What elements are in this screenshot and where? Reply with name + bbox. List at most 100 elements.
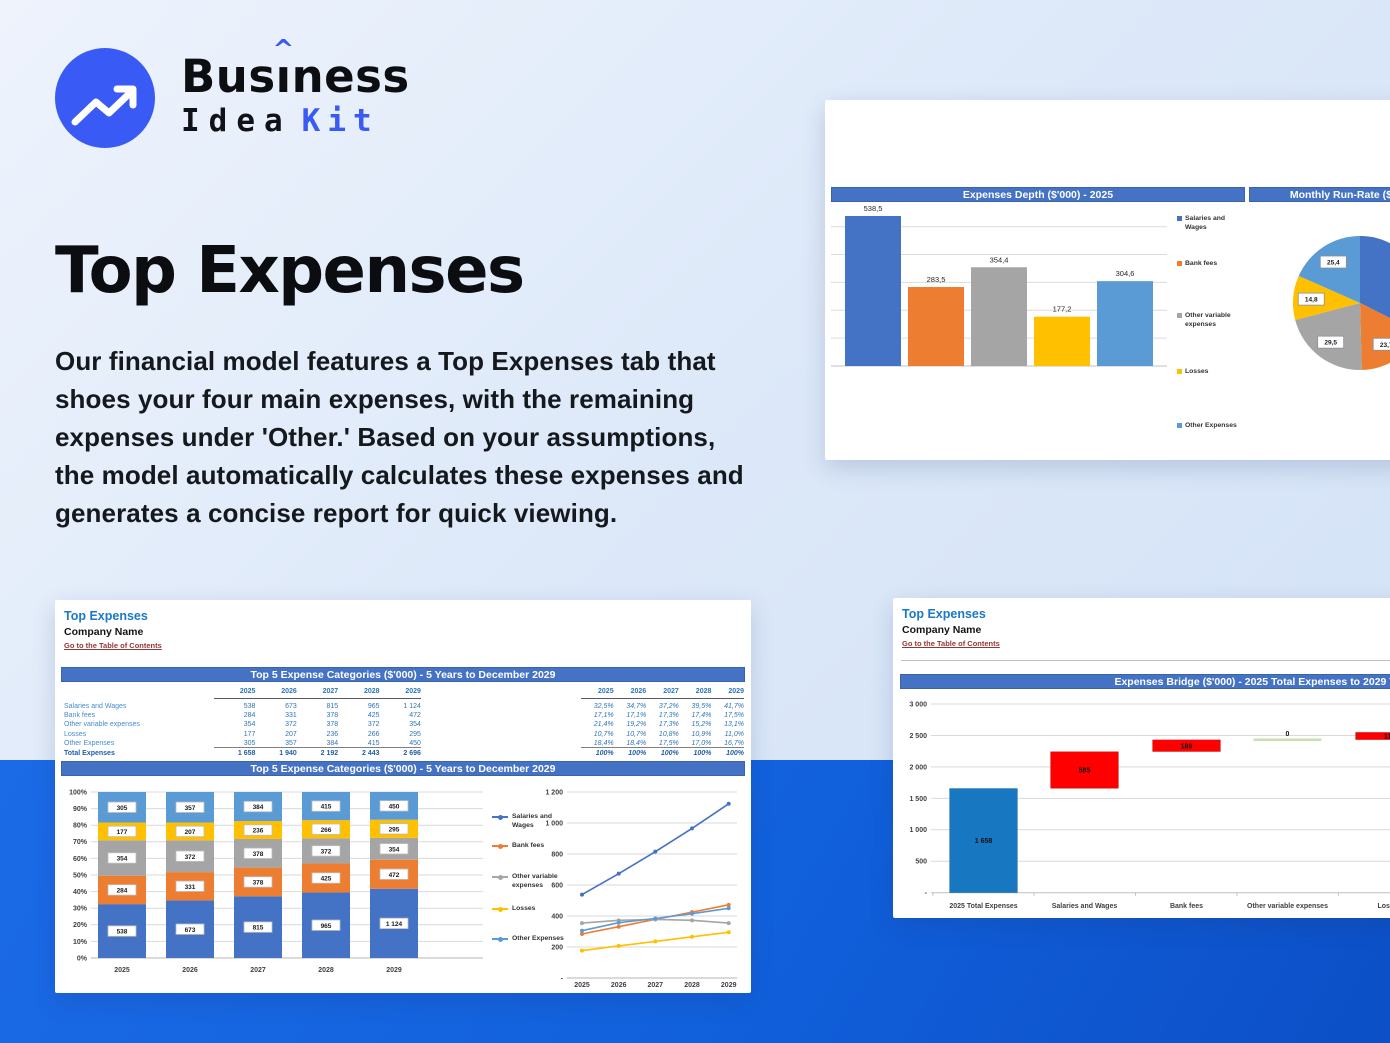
value-cell: 354 bbox=[243, 721, 256, 729]
expenses-bridge-sheet-card: Top Expenses Company Name Go to the Tabl… bbox=[893, 598, 1390, 918]
value-cell: 1 940 bbox=[279, 749, 297, 757]
legend-item: Other Expenses bbox=[1177, 422, 1237, 431]
svg-text:0: 0 bbox=[1286, 731, 1290, 738]
monthly-runrate-pie-chart: 23,7 29,5 14,8 25,4 bbox=[1293, 236, 1390, 370]
top5-categories-sheet-card: Top Expenses Company Name Go to the Tabl… bbox=[55, 600, 751, 993]
legend-label: Other Expenses bbox=[512, 935, 564, 942]
row-label: Other Expenses bbox=[64, 739, 115, 747]
legend-label: Salaries and Wages bbox=[512, 813, 553, 829]
svg-text:2025 Total Expenses: 2025 Total Expenses bbox=[949, 903, 1017, 910]
percent-cell: 16,7% bbox=[724, 739, 744, 747]
percent-cell: 17,5% bbox=[658, 739, 679, 747]
legend-item: Losses bbox=[492, 905, 535, 914]
company-name: Company Name bbox=[902, 624, 982, 636]
svg-text:40%: 40% bbox=[73, 889, 88, 896]
percent-cell: 18,4% bbox=[593, 739, 614, 747]
legend-line-marker-icon bbox=[492, 843, 508, 849]
percent-cell: 17,1% bbox=[626, 712, 647, 720]
value-cell: 295 bbox=[409, 730, 421, 738]
percent-cell: 10,8% bbox=[658, 730, 679, 738]
depth-runrate-sheet-card: Expenses Depth ($'000) - 2025 Monthly Ru… bbox=[825, 100, 1390, 460]
table-row: Salaries and Wages 538 673 815 965 1 124 32,5%… bbox=[64, 702, 744, 711]
table-of-contents-link[interactable]: Go to the Table of Contents bbox=[902, 639, 1000, 648]
percent-cell: 100% bbox=[726, 749, 744, 757]
value-cell: 384 bbox=[326, 739, 339, 747]
divider bbox=[901, 660, 1390, 661]
percent-cell: 17,3% bbox=[658, 721, 679, 729]
svg-text:1 200: 1 200 bbox=[545, 789, 563, 796]
percent-cell: 32,5% bbox=[593, 703, 614, 710]
legend-line-marker-icon bbox=[492, 874, 508, 880]
legend-swatch-icon bbox=[1177, 261, 1182, 266]
svg-text:585: 585 bbox=[1079, 768, 1091, 775]
table-row: Other Expenses 305 357 384 415 450 18,4% 18,4% 1… bbox=[64, 739, 744, 748]
value-cell: 673 bbox=[285, 703, 297, 710]
table-row: Other variable expenses 354 372 378 372 354 21… bbox=[64, 720, 744, 729]
legend-label: Bank fees bbox=[1185, 260, 1218, 267]
table-of-contents-link[interactable]: Go to the Table of Contents bbox=[64, 641, 162, 650]
value-cell: 236 bbox=[326, 730, 339, 738]
svg-text:472: 472 bbox=[389, 872, 400, 879]
legend-label: Salaries and Wages bbox=[1185, 215, 1226, 231]
table-row: Losses 177 207 236 266 295 10,7% 10,7% 10,8% 10,9… bbox=[64, 730, 744, 739]
brand-name: Busı ^ ness bbox=[181, 35, 410, 103]
svg-text:295: 295 bbox=[389, 826, 400, 833]
svg-text:236: 236 bbox=[253, 828, 264, 835]
svg-text:29,5: 29,5 bbox=[1324, 340, 1337, 347]
value-cell: 331 bbox=[285, 712, 297, 720]
legend-label: Other Expenses bbox=[1185, 422, 1237, 429]
svg-text:372: 372 bbox=[321, 849, 332, 856]
legend-item: Other variable expenses bbox=[492, 873, 558, 891]
percent-cell: 17,4% bbox=[691, 712, 712, 720]
svg-text:207: 207 bbox=[185, 829, 196, 836]
percent-cell: 100% bbox=[660, 749, 679, 757]
legend-item: Bank fees bbox=[1177, 260, 1217, 269]
value-cell: 2028 bbox=[363, 688, 380, 695]
svg-text:357: 357 bbox=[185, 805, 196, 812]
legend-label: Losses bbox=[512, 905, 536, 912]
percent-cell: 100% bbox=[595, 749, 614, 757]
legend-label: Other variable expenses bbox=[1185, 312, 1231, 328]
percent-cell: 17,1% bbox=[593, 712, 614, 720]
svg-text:2025: 2025 bbox=[574, 982, 590, 989]
top5-chart-legend: Salaries and Wages Bank fees Other variable… bbox=[492, 778, 592, 978]
row-label: Salaries and Wages bbox=[64, 703, 127, 710]
svg-text:Bank fees: Bank fees bbox=[1170, 903, 1203, 910]
svg-text:2027: 2027 bbox=[648, 982, 664, 989]
svg-text:177: 177 bbox=[117, 829, 128, 836]
percent-cell: 17,5% bbox=[724, 712, 744, 720]
brand-kit-accent: Kit bbox=[301, 103, 379, 139]
value-cell: 284 bbox=[243, 712, 256, 720]
svg-text:Salaries and Wages: Salaries and Wages bbox=[1052, 903, 1118, 910]
legend-line-marker-icon bbox=[492, 906, 508, 912]
svg-text:284: 284 bbox=[117, 888, 128, 895]
percent-cell: 2029 bbox=[728, 688, 744, 695]
company-name: Company Name bbox=[64, 626, 144, 638]
monthly-runrate-header: Monthly Run-Rate ($'000) - 2025 bbox=[1249, 187, 1390, 202]
legend-swatch-icon bbox=[1177, 216, 1182, 221]
svg-text:415: 415 bbox=[321, 804, 332, 811]
svg-text:-: - bbox=[925, 890, 928, 897]
svg-text:400: 400 bbox=[551, 913, 563, 920]
svg-text:354,4: 354,4 bbox=[990, 255, 1009, 264]
svg-text:50%: 50% bbox=[73, 872, 88, 879]
svg-text:1 000: 1 000 bbox=[545, 820, 563, 827]
stacked-bar-chart: 0% 10% 20% 30% 40% 50% 60% 70% 80% 90% 100% 538 284 3… bbox=[69, 789, 483, 974]
svg-text:2027: 2027 bbox=[250, 967, 266, 974]
sheet-title: Top Expenses bbox=[64, 609, 148, 623]
svg-text:2025: 2025 bbox=[114, 967, 130, 974]
svg-text:304,6: 304,6 bbox=[1116, 269, 1135, 278]
trend-arrow-icon bbox=[71, 85, 137, 126]
legend-item: Other Expenses bbox=[492, 935, 564, 944]
expense-line-chart: - 200 400 600 800 1 000 1 200 2025 2026 2027 2028 2… bbox=[545, 789, 737, 989]
svg-text:673: 673 bbox=[185, 927, 196, 934]
svg-text:538,5: 538,5 bbox=[864, 204, 883, 213]
value-cell: 538 bbox=[243, 703, 256, 710]
legend-item: Losses bbox=[1177, 368, 1208, 377]
svg-text:Losses: Losses bbox=[1377, 903, 1390, 910]
legend-swatch-icon bbox=[1177, 313, 1182, 318]
svg-text:965: 965 bbox=[321, 923, 332, 930]
row-label: Other variable expenses bbox=[64, 721, 140, 729]
percent-cell: 37,2% bbox=[658, 703, 679, 710]
expenses-bridge-header: Expenses Bridge ($'000) - 2025 Total Exp… bbox=[900, 674, 1390, 689]
